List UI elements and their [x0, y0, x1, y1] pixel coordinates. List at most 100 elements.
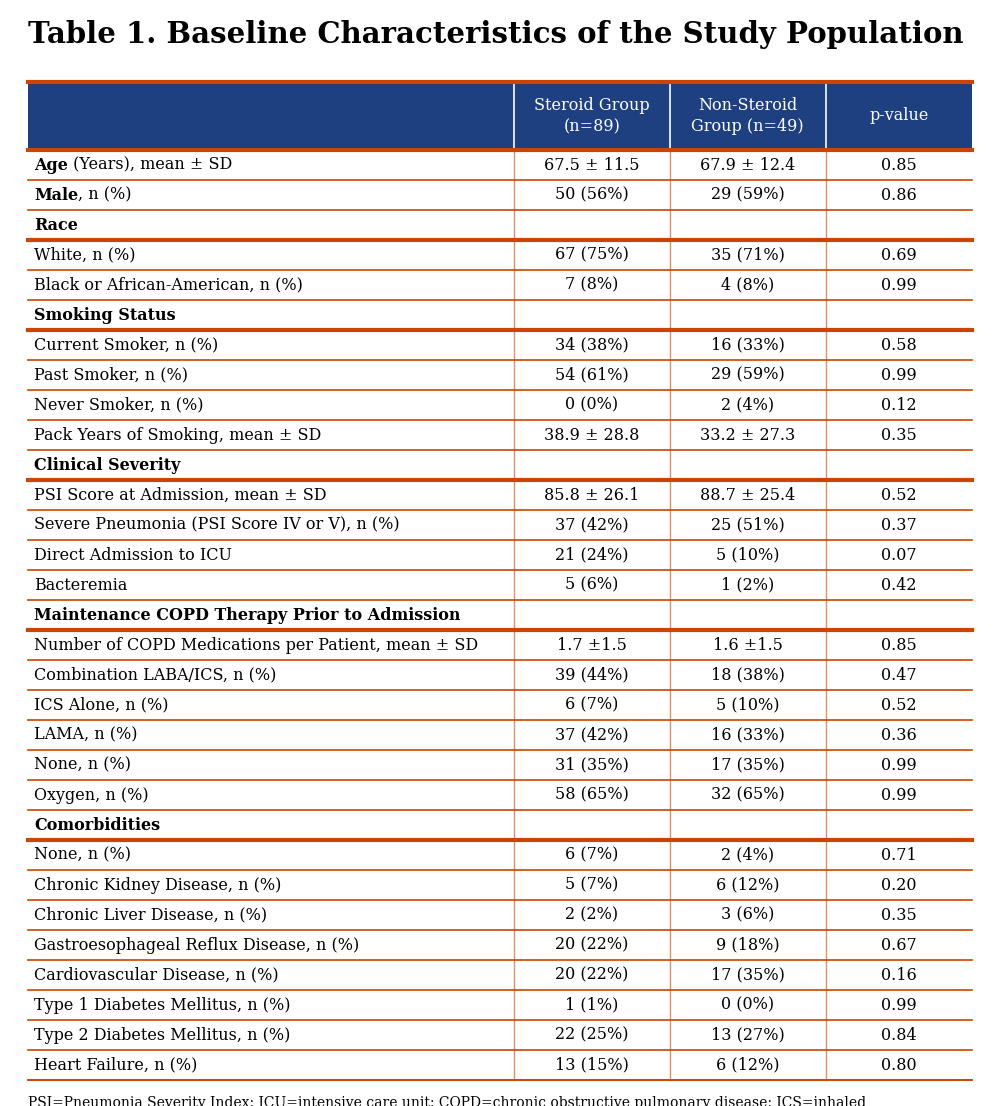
- Text: 0.07: 0.07: [881, 546, 917, 563]
- Text: 0.99: 0.99: [881, 276, 917, 293]
- Text: Maintenance COPD Therapy Prior to Admission: Maintenance COPD Therapy Prior to Admiss…: [34, 606, 460, 624]
- Text: 6 (12%): 6 (12%): [716, 876, 780, 894]
- Text: 0 (0%): 0 (0%): [721, 997, 774, 1013]
- Text: None, n (%): None, n (%): [34, 757, 131, 773]
- Text: 13 (15%): 13 (15%): [555, 1056, 629, 1074]
- Text: Comorbidities: Comorbidities: [34, 816, 160, 834]
- Text: 7 (8%): 7 (8%): [565, 276, 619, 293]
- Text: White, n (%): White, n (%): [34, 247, 136, 263]
- Text: 16 (33%): 16 (33%): [711, 336, 785, 354]
- Text: Heart Failure, n (%): Heart Failure, n (%): [34, 1056, 197, 1074]
- Text: 16 (33%): 16 (33%): [711, 727, 785, 743]
- Text: (Years), mean ± SD: (Years), mean ± SD: [68, 157, 232, 174]
- Text: ICS Alone, n (%): ICS Alone, n (%): [34, 697, 168, 713]
- Text: 0.20: 0.20: [881, 876, 917, 894]
- Text: 0.86: 0.86: [881, 187, 917, 204]
- Text: 67 (75%): 67 (75%): [555, 247, 629, 263]
- Text: 0.47: 0.47: [881, 667, 917, 684]
- Text: 6 (7%): 6 (7%): [565, 697, 619, 713]
- Text: Clinical Severity: Clinical Severity: [34, 457, 180, 473]
- Text: 0.12: 0.12: [881, 396, 917, 414]
- Text: PSI=Pneumonia Severity Index; ICU=intensive care unit; COPD=chronic obstructive : PSI=Pneumonia Severity Index; ICU=intens…: [28, 1096, 866, 1106]
- Text: None, n (%): None, n (%): [34, 846, 131, 864]
- Text: 0.99: 0.99: [881, 757, 917, 773]
- Text: 0.99: 0.99: [881, 786, 917, 803]
- Text: p-value: p-value: [869, 107, 929, 125]
- Text: 6 (12%): 6 (12%): [716, 1056, 780, 1074]
- Text: Age: Age: [34, 157, 68, 174]
- Text: LAMA, n (%): LAMA, n (%): [34, 727, 138, 743]
- Text: 9 (18%): 9 (18%): [716, 937, 780, 953]
- Text: 0.85: 0.85: [881, 636, 917, 654]
- Text: 54 (61%): 54 (61%): [555, 366, 629, 384]
- Text: 0.35: 0.35: [881, 427, 917, 444]
- Text: 1.6 ±1.5: 1.6 ±1.5: [713, 636, 783, 654]
- Text: 3 (6%): 3 (6%): [721, 907, 774, 924]
- Text: 13 (27%): 13 (27%): [711, 1026, 785, 1043]
- Text: 29 (59%): 29 (59%): [711, 187, 785, 204]
- Text: Male: Male: [34, 187, 78, 204]
- Text: 0.52: 0.52: [881, 697, 917, 713]
- Text: 17 (35%): 17 (35%): [711, 967, 785, 983]
- Text: 32 (65%): 32 (65%): [711, 786, 785, 803]
- Text: Type 1 Diabetes Mellitus, n (%): Type 1 Diabetes Mellitus, n (%): [34, 997, 290, 1013]
- Text: 0.52: 0.52: [881, 487, 917, 503]
- Text: 1 (2%): 1 (2%): [721, 576, 774, 594]
- Text: Never Smoker, n (%): Never Smoker, n (%): [34, 396, 204, 414]
- Text: , n (%): , n (%): [78, 187, 132, 204]
- Text: Gastroesophageal Reflux Disease, n (%): Gastroesophageal Reflux Disease, n (%): [34, 937, 359, 953]
- Text: 2 (2%): 2 (2%): [565, 907, 619, 924]
- Text: 35 (71%): 35 (71%): [711, 247, 785, 263]
- Text: Non-Steroid
Group (n=49): Non-Steroid Group (n=49): [691, 97, 804, 135]
- Text: 58 (65%): 58 (65%): [555, 786, 629, 803]
- Text: 25 (51%): 25 (51%): [711, 517, 785, 533]
- Text: 0.58: 0.58: [881, 336, 917, 354]
- Text: 37 (42%): 37 (42%): [555, 727, 629, 743]
- Text: 22 (25%): 22 (25%): [555, 1026, 629, 1043]
- Text: 6 (7%): 6 (7%): [565, 846, 619, 864]
- Text: 5 (7%): 5 (7%): [565, 876, 619, 894]
- Text: 1 (1%): 1 (1%): [565, 997, 619, 1013]
- Text: 20 (22%): 20 (22%): [555, 937, 629, 953]
- Text: 0.35: 0.35: [881, 907, 917, 924]
- Text: Direct Admission to ICU: Direct Admission to ICU: [34, 546, 232, 563]
- Text: Black or African-American, n (%): Black or African-American, n (%): [34, 276, 303, 293]
- Text: 88.7 ± 25.4: 88.7 ± 25.4: [700, 487, 795, 503]
- Text: 21 (24%): 21 (24%): [555, 546, 629, 563]
- Text: Steroid Group
(n=89): Steroid Group (n=89): [534, 97, 650, 135]
- Text: 67.5 ± 11.5: 67.5 ± 11.5: [544, 157, 640, 174]
- Text: Combination LABA/ICS, n (%): Combination LABA/ICS, n (%): [34, 667, 276, 684]
- Text: Oxygen, n (%): Oxygen, n (%): [34, 786, 149, 803]
- Text: Severe Pneumonia (PSI Score IV or V), n (%): Severe Pneumonia (PSI Score IV or V), n …: [34, 517, 400, 533]
- Text: 5 (10%): 5 (10%): [716, 697, 780, 713]
- Text: Number of COPD Medications per Patient, mean ± SD: Number of COPD Medications per Patient, …: [34, 636, 478, 654]
- Text: 31 (35%): 31 (35%): [555, 757, 629, 773]
- Text: 29 (59%): 29 (59%): [711, 366, 785, 384]
- Text: Chronic Kidney Disease, n (%): Chronic Kidney Disease, n (%): [34, 876, 281, 894]
- Text: Type 2 Diabetes Mellitus, n (%): Type 2 Diabetes Mellitus, n (%): [34, 1026, 290, 1043]
- Text: 39 (44%): 39 (44%): [555, 667, 629, 684]
- Text: 2 (4%): 2 (4%): [721, 846, 774, 864]
- Text: 50 (56%): 50 (56%): [555, 187, 629, 204]
- Text: 1.7 ±1.5: 1.7 ±1.5: [557, 636, 627, 654]
- Text: 0.36: 0.36: [881, 727, 917, 743]
- Text: 0 (0%): 0 (0%): [565, 396, 619, 414]
- Text: Past Smoker, n (%): Past Smoker, n (%): [34, 366, 188, 384]
- Text: 38.9 ± 28.8: 38.9 ± 28.8: [544, 427, 640, 444]
- Text: 0.99: 0.99: [881, 997, 917, 1013]
- Text: Bacteremia: Bacteremia: [34, 576, 127, 594]
- Text: PSI Score at Admission, mean ± SD: PSI Score at Admission, mean ± SD: [34, 487, 326, 503]
- Text: 0.69: 0.69: [881, 247, 917, 263]
- Text: Chronic Liver Disease, n (%): Chronic Liver Disease, n (%): [34, 907, 267, 924]
- Text: 0.42: 0.42: [881, 576, 917, 594]
- Text: 17 (35%): 17 (35%): [711, 757, 785, 773]
- Text: Current Smoker, n (%): Current Smoker, n (%): [34, 336, 218, 354]
- Text: 20 (22%): 20 (22%): [555, 967, 629, 983]
- Text: 4 (8%): 4 (8%): [721, 276, 774, 293]
- Text: Cardiovascular Disease, n (%): Cardiovascular Disease, n (%): [34, 967, 279, 983]
- Text: 2 (4%): 2 (4%): [721, 396, 774, 414]
- Text: 34 (38%): 34 (38%): [555, 336, 629, 354]
- Text: 0.16: 0.16: [881, 967, 917, 983]
- Text: 0.37: 0.37: [881, 517, 917, 533]
- Text: Table 1. Baseline Characteristics of the Study Population: Table 1. Baseline Characteristics of the…: [28, 20, 964, 49]
